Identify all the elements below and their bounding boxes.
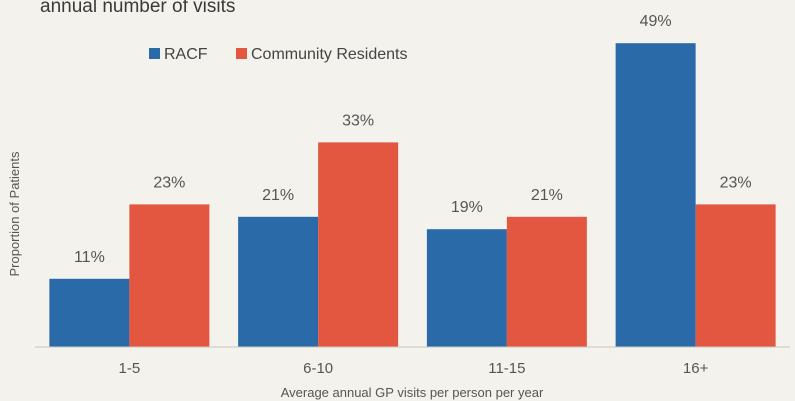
data-label: 49% — [640, 13, 672, 30]
legend-swatch — [149, 48, 160, 59]
bar-racf-1 — [49, 278, 130, 347]
bar-community-2 — [318, 142, 399, 347]
bar-community-3 — [506, 216, 587, 347]
legend: RACF Community Residents — [149, 46, 408, 63]
data-label: 21% — [531, 187, 563, 204]
x-tick-label: 6-10 — [303, 360, 333, 377]
data-label: 23% — [153, 174, 185, 191]
legend-label: Community Residents — [251, 46, 408, 63]
bar-community-1 — [129, 204, 210, 347]
legend-swatch — [236, 48, 247, 59]
data-label: 23% — [720, 174, 752, 191]
data-label: 21% — [262, 187, 294, 204]
legend-label: RACF — [164, 46, 208, 63]
y-axis-label: Proportion of Patients — [7, 151, 22, 277]
data-label: 11% — [74, 249, 105, 266]
x-tick-label: 16+ — [683, 360, 709, 377]
bar-racf-4 — [615, 43, 696, 347]
bar-community-4 — [695, 204, 776, 347]
x-axis-label: Average annual GP visits per person per … — [281, 385, 544, 400]
x-tick-label: 11-15 — [488, 360, 525, 377]
bars: 11% 23% 21% 33% 19% 21% 49% 23% — [49, 13, 776, 347]
x-tick-labels: 1-5 6-10 11-15 16+ — [119, 360, 709, 377]
data-label: 33% — [342, 112, 374, 129]
chart-title: annual number of visits — [40, 0, 235, 17]
data-label: 19% — [451, 199, 483, 216]
x-tick-label: 1-5 — [119, 360, 141, 377]
bar-racf-3 — [426, 229, 507, 347]
bar-racf-2 — [238, 216, 319, 347]
